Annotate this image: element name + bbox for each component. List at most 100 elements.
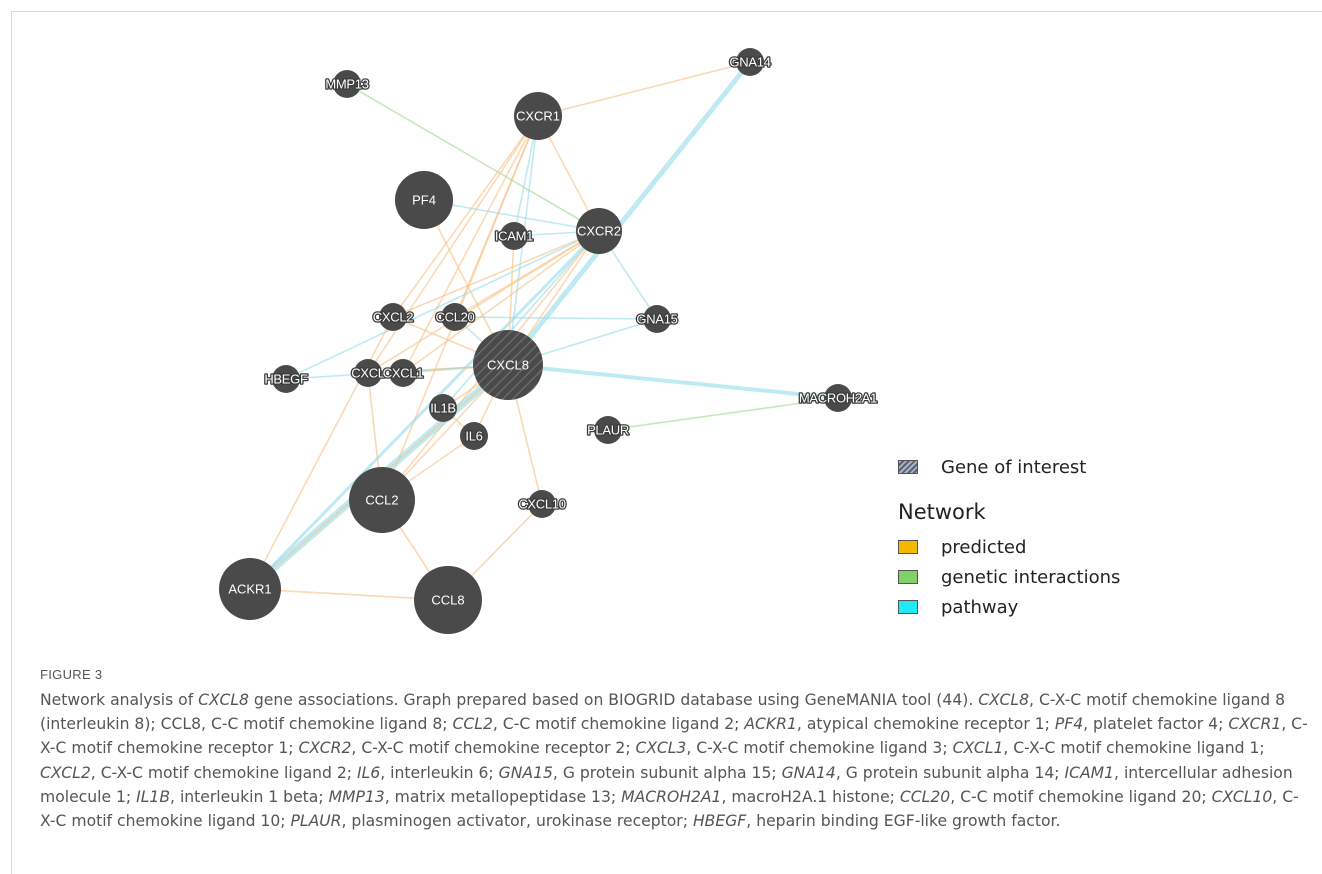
- node-circle-plaur: [594, 416, 622, 444]
- caption-gene-symbol: MMP13: [328, 787, 385, 806]
- edge-cxcr1-cxcl2: [392, 115, 539, 318]
- node-label-cxcr2: CXCR2: [577, 224, 621, 239]
- node-label-il6: IL6: [465, 429, 482, 444]
- node-gna14: GNA14: [728, 48, 772, 76]
- caption-gene-symbol: IL1B: [136, 787, 171, 806]
- caption-segment: , C-X-C motif chemokine ligand 2;: [90, 763, 358, 782]
- node-circle-ccl20: [441, 303, 469, 331]
- caption-segment: , C-X-C motif chemokine receptor 2;: [351, 739, 636, 758]
- node-circle-cxcr2: [576, 208, 622, 254]
- caption-gene-symbol: HBEGF: [692, 812, 747, 831]
- node-ackr1: ACKR1: [219, 558, 281, 620]
- caption-gene-symbol: CXCL3: [635, 739, 687, 758]
- node-gna15: GNA15: [635, 305, 679, 333]
- caption-segment: , C-C motif chemokine ligand 20;: [950, 787, 1212, 806]
- node-circle-cxcl8: [473, 330, 543, 400]
- figure-label: FIGURE 3: [40, 667, 103, 682]
- node-label-ccl2: CCL2: [365, 493, 398, 508]
- caption-gene-symbol: CXCL10: [1211, 787, 1273, 806]
- caption-gene-symbol: ACKR1: [744, 715, 797, 734]
- edge-cxcr2-cxcl1: [402, 230, 600, 374]
- edge-cxcr2-ccl20: [454, 230, 600, 318]
- caption-gene-symbol: CXCL8: [978, 691, 1030, 709]
- caption-segment: , intercellular adhesion molecule 1;: [40, 763, 1293, 806]
- legend-swatch: [898, 540, 918, 554]
- edge-cxcr2-hbegf: [285, 230, 600, 380]
- node-circle-hbegf: [272, 365, 300, 393]
- legend-gene-of-interest-label: Gene of interest: [941, 456, 1087, 478]
- node-label-cxcr1: CXCR1: [516, 109, 560, 124]
- node-label-il1b: IL1B: [430, 401, 456, 416]
- node-label-cxcl1: CXCL1: [383, 366, 423, 381]
- caption-segment: , macroH2A.1 histone;: [721, 787, 900, 806]
- node-cxcl8: CXCL8: [473, 330, 543, 400]
- legend-label: genetic interactions: [941, 566, 1121, 588]
- node-mmp13: MMP13: [324, 70, 370, 98]
- edge-layer: [246, 59, 840, 601]
- caption-gene-symbol: CCL20: [899, 787, 951, 806]
- caption-segment: , C-X-C motif chemokine ligand 1;: [1003, 739, 1265, 758]
- legend-item-genetic-interactions: genetic interactions: [898, 562, 1278, 592]
- caption-segment: , matrix metallopeptidase 13;: [384, 787, 622, 806]
- caption-gene-symbol: IL6: [357, 763, 381, 782]
- caption-gene-symbol: CXCL2: [40, 763, 91, 782]
- node-circle-icam1: [500, 222, 528, 250]
- node-cxcr2: CXCR2: [576, 208, 622, 254]
- node-hbegf: HBEGF: [263, 365, 310, 393]
- node-label-ccl20: CCL20: [436, 310, 475, 325]
- caption-segment: , plasminogen activator, urokinase recep…: [341, 812, 693, 831]
- legend-label: pathway: [941, 596, 1019, 618]
- node-circle-gna15: [643, 305, 671, 333]
- node-ccl2: CCL2: [349, 467, 415, 533]
- node-circle-il6: [460, 422, 488, 450]
- node-label-cxcl2: CXCL2: [373, 310, 413, 325]
- edge-pf4-cxcr2: [423, 199, 600, 232]
- caption-gene-symbol: CCL2: [452, 715, 493, 734]
- caption-gene-symbol: MACROH2A1: [621, 787, 722, 806]
- caption-gene-symbol: GNA14: [781, 763, 836, 782]
- figure-caption: FIGURE 3 Network analysis of CXCL8 gene …: [40, 667, 1310, 833]
- caption-text: Network analysis of CXCL8 gene associati…: [40, 688, 1310, 833]
- node-il1b: IL1B: [429, 394, 457, 422]
- figure-frame: [11, 11, 1322, 874]
- node-cxcr1: CXCR1: [514, 92, 562, 140]
- node-circle-cxcl2: [379, 303, 407, 331]
- caption-segment: , C-C motif chemokine ligand 2;: [492, 715, 745, 734]
- caption-segment: , C-X-C motif chemokine ligand 3;: [686, 739, 953, 758]
- edge-cxcr1-gna14: [537, 61, 751, 117]
- node-label-gna14: GNA14: [729, 55, 770, 70]
- caption-segment: , C-X-C motif chemokine ligand 8 (interl…: [40, 691, 1286, 734]
- caption-gene-symbol: GNA15: [498, 763, 553, 782]
- legend-item-pathway: pathway: [898, 592, 1278, 622]
- node-cxcl10: CXCL10: [517, 490, 567, 518]
- node-circle-macroh2a1: [824, 384, 852, 412]
- network-graph: CXCL8 CXCR1 CXCR2 PF4 ICAM1 GNA14 MMP13 CXCL2 CC…: [219, 48, 879, 634]
- node-label-cxcl3: CXCL: [351, 366, 385, 381]
- caption-gene-symbol: CXCL8: [198, 691, 249, 709]
- node-label-cxcl10: CXCL10: [518, 497, 565, 512]
- edge-ackr1-cxcl2: [249, 316, 394, 590]
- edge-plaur-macroh2a1: [607, 397, 839, 431]
- node-label-gna15: GNA15: [636, 312, 677, 327]
- hatch-swatch: [898, 460, 918, 474]
- legend: Gene of interest Network predicted geneti…: [898, 452, 1278, 622]
- caption-segment: , C-X-C motif chemokine ligand 10;: [40, 787, 1299, 831]
- legend-swatch: [898, 600, 918, 614]
- node-label-macroh2a1: MACROH2A1: [799, 391, 877, 406]
- node-circle-ccl8: [414, 566, 482, 634]
- node-circle-cxcr1: [514, 92, 562, 140]
- node-circle-ackr1: [219, 558, 281, 620]
- edge-mmp13-cxcr2: [346, 83, 600, 232]
- node-layer: CXCL8 CXCR1 CXCR2 PF4 ICAM1 GNA14 MMP13 CXCL2 CC…: [219, 48, 879, 634]
- caption-segment: Network analysis of: [40, 691, 199, 709]
- node-ccl20: CCL20: [434, 303, 476, 331]
- node-macroh2a1: MACROH2A1: [798, 384, 879, 412]
- legend-swatch: [898, 570, 918, 584]
- edge-cxcr2-ackr1: [248, 229, 601, 591]
- legend-items: predicted genetic interactions pathway: [898, 532, 1278, 622]
- caption-gene-symbol: ICAM1: [1064, 763, 1115, 782]
- edge-gna14-cxcl8: [505, 59, 753, 368]
- node-label-icam1: ICAM1: [495, 229, 533, 244]
- node-circle-cxcl10: [528, 490, 556, 518]
- node-icam1: ICAM1: [494, 222, 535, 250]
